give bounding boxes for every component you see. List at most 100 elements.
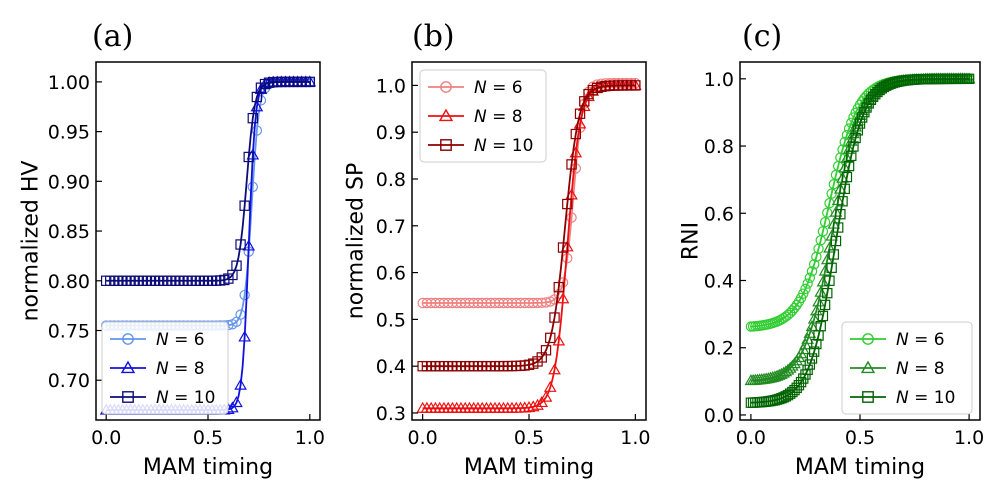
data-point [850,132,861,144]
data-point [557,242,569,253]
data-point [455,297,467,309]
data-point [540,345,552,356]
data-point [852,125,864,136]
data-point [566,212,577,223]
data-point [459,297,471,309]
data-point [522,401,536,413]
series-line [106,80,310,327]
legend: N = 6 N = 8 N = 10 [419,69,547,163]
data-point [566,159,577,170]
data-point [545,332,556,344]
data-point [226,401,239,413]
legend-label: N = 6 [474,78,523,98]
data-point [243,151,254,163]
data-point [548,363,561,375]
data-point [806,353,818,364]
data-point [531,398,544,410]
y-tick-label: 0.85 [48,221,90,243]
x-tick-label: 0.0 [91,427,121,449]
data-point [802,364,813,376]
data-point [854,118,866,129]
data-point [807,312,821,324]
data-point [528,297,539,309]
y-axis-label: RNI [679,222,704,260]
data-point [779,365,793,377]
data-point [532,297,543,309]
series-group [416,77,642,413]
y-tick-label: 0.9 [376,122,406,144]
legend-item: N = 6 [110,330,205,350]
data-point [801,332,814,344]
legend-marker [440,81,452,93]
data-point [837,196,848,207]
legend-marker [862,333,874,345]
data-point [247,181,258,193]
data-point [519,297,530,309]
legend: N = 6 N = 8 N = 10 [841,321,973,415]
data-point [515,297,526,309]
data-point [804,359,816,370]
legend-label: N = 8 [896,359,945,379]
legend-label: N = 10 [474,136,533,156]
legend-marker [122,391,134,403]
data-point [842,142,856,154]
data-point [630,80,641,91]
data-point [430,297,441,309]
data-point [819,299,831,311]
data-point [477,297,488,309]
data-point [239,200,250,211]
data-point [235,239,246,250]
data-point [238,330,251,342]
x-tick-label: 1.0 [620,427,650,449]
x-tick-label: 1.0 [295,427,325,449]
y-tick-label: 0.5 [376,309,406,331]
data-point [848,141,859,152]
chart-panel-2: 0.0 0.5 1.0 0.3 0.4 0.5 0.6 0.7 0.8 0.9 1.0 MAM tim… [344,19,651,480]
series-n=6 [100,76,316,331]
legend-label: N = 6 [156,330,205,350]
legend-item: N = 8 [850,359,945,379]
legend-item: N = 6 [428,78,523,98]
data-point [468,297,479,309]
data-point [835,209,846,220]
legend: N = 6 N = 8 N = 10 [101,321,229,415]
legend-label: N = 8 [156,359,205,379]
data-point [817,310,829,322]
data-point [824,275,835,286]
data-point [552,334,566,346]
legend-label: N = 8 [474,107,523,127]
data-point [304,76,316,88]
data-point [804,272,816,283]
series-n=10 [417,80,641,372]
data-point [511,297,522,309]
data-point [472,297,484,309]
data-point [494,297,505,309]
y-axis-label: normalized SP [344,163,369,319]
legend-item: N = 10 [110,388,215,408]
data-point [812,295,825,307]
chart-panel-1: 0.0 0.5 1.0 0.70 0.75 0.80 0.85 0.90 0.95 1.00 MAM… [19,19,325,480]
legend-box [419,69,547,163]
data-point [574,108,586,119]
data-point [425,297,437,309]
data-point [844,134,858,146]
legend-item: N = 10 [850,388,955,408]
data-point [803,326,817,338]
data-point [830,235,842,247]
panel-label: (a) [92,19,133,54]
y-tick-label: 0.8 [376,169,406,191]
x-tick-label: 0.5 [514,427,544,449]
legend-marker [438,108,454,122]
data-point [837,144,848,155]
data-point [231,260,242,271]
legend-marker [860,360,876,374]
data-point [799,338,812,350]
data-point [840,151,854,163]
data-point [239,289,250,301]
y-tick-label: 0.0 [704,405,734,427]
y-tick-label: 0.4 [376,356,406,378]
data-point [562,198,573,210]
data-point [822,287,833,299]
y-tick-label: 1.00 [48,72,90,94]
data-point [802,278,813,289]
